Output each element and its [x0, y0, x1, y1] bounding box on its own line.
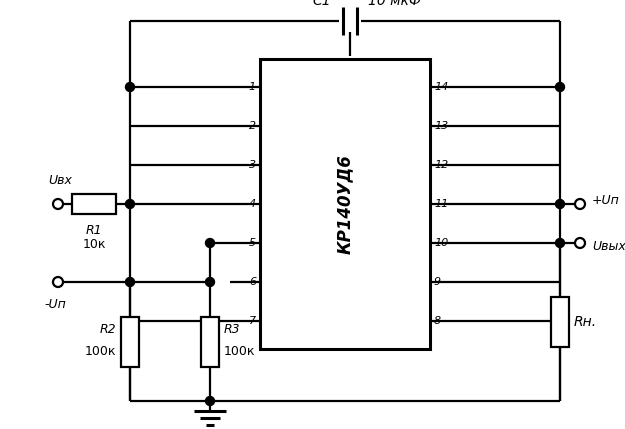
Text: 1: 1	[249, 82, 256, 92]
Text: 10к: 10к	[82, 238, 106, 251]
Circle shape	[556, 239, 564, 248]
Text: Uвых: Uвых	[592, 241, 625, 254]
Text: 9: 9	[434, 277, 441, 287]
Text: 8: 8	[434, 316, 441, 326]
Text: +Uп: +Uп	[592, 193, 620, 206]
Text: КР140УД6: КР140УД6	[336, 154, 354, 254]
Text: -Uп: -Uп	[44, 297, 66, 311]
Text: 13: 13	[434, 121, 448, 131]
Bar	[121, 317, 139, 366]
Text: 100к: 100к	[84, 345, 116, 358]
Text: C1: C1	[312, 0, 331, 8]
Text: 10: 10	[434, 238, 448, 248]
Text: Rн.: Rн.	[574, 315, 597, 329]
Circle shape	[206, 396, 214, 405]
Text: 100к: 100к	[224, 345, 256, 358]
Circle shape	[206, 239, 214, 248]
Bar	[201, 317, 219, 366]
Circle shape	[126, 82, 134, 91]
Circle shape	[206, 278, 214, 287]
Bar	[72, 194, 116, 214]
Text: 4: 4	[249, 199, 256, 209]
Text: 2: 2	[249, 121, 256, 131]
Circle shape	[556, 199, 564, 208]
Circle shape	[126, 278, 134, 287]
Text: 14: 14	[434, 82, 448, 92]
Text: 11: 11	[434, 199, 448, 209]
Text: 10 мкФ: 10 мкФ	[369, 0, 421, 8]
Text: R1: R1	[86, 224, 102, 236]
Text: 3: 3	[249, 160, 256, 170]
Text: 7: 7	[249, 316, 256, 326]
Bar	[551, 297, 569, 347]
Text: 6: 6	[249, 277, 256, 287]
Text: 12: 12	[434, 160, 448, 170]
Text: 5: 5	[249, 238, 256, 248]
Text: Uвх: Uвх	[48, 173, 72, 187]
Circle shape	[556, 82, 564, 91]
Text: R3: R3	[224, 323, 241, 336]
Circle shape	[126, 199, 134, 208]
Text: R2: R2	[99, 323, 116, 336]
Bar	[260, 59, 430, 349]
